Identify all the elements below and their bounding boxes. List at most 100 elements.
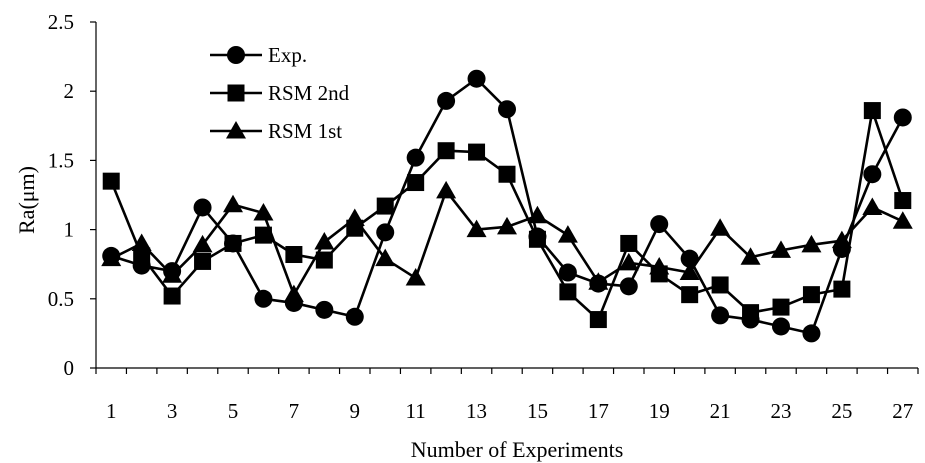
- x-tick-label: 17: [588, 399, 609, 423]
- data-point-rsm-2nd: [498, 165, 516, 183]
- y-tick-label: 1: [64, 218, 75, 242]
- data-point-rsm-1st: [436, 180, 457, 199]
- data-point-rsm-1st: [527, 205, 548, 224]
- legend-marker-rsm-1st: [226, 121, 246, 139]
- data-point-rsm-1st: [314, 232, 335, 250]
- data-point-exp: [711, 306, 730, 325]
- data-point-exp: [254, 289, 273, 308]
- data-point-rsm-2nd: [894, 192, 912, 210]
- data-point-rsm-1st: [771, 240, 791, 258]
- data-point-rsm-1st: [801, 234, 822, 253]
- x-tick-label: 7: [289, 399, 300, 423]
- data-point-rsm-2nd: [528, 230, 546, 248]
- data-point-rsm-2nd: [711, 276, 729, 294]
- data-point-rsm-2nd: [133, 247, 151, 265]
- data-point-rsm-1st: [223, 194, 243, 213]
- data-point-rsm-2nd: [254, 226, 272, 244]
- data-point-rsm-1st: [618, 252, 639, 271]
- y-tick-label: 0: [64, 356, 75, 380]
- legend: Exp. RSM 2nd RSM 1st: [210, 43, 350, 143]
- data-point-rsm-1st: [344, 208, 365, 227]
- x-tick-label: 9: [350, 399, 361, 423]
- legend-item-rsm-1st: RSM 1st: [210, 119, 342, 143]
- data-point-exp: [650, 215, 669, 234]
- data-point-rsm-1st: [283, 284, 304, 303]
- data-point-rsm-2nd: [681, 286, 699, 304]
- x-tick-label: 23: [771, 399, 792, 423]
- data-point-rsm-2nd: [163, 287, 181, 305]
- data-point-rsm-1st: [253, 202, 274, 221]
- y-tick-label: 2: [64, 79, 75, 103]
- x-tick-label: 15: [527, 399, 548, 423]
- data-point-exp: [558, 263, 577, 282]
- data-point-rsm-1st: [101, 248, 122, 267]
- legend-item-exp: Exp.: [210, 43, 307, 67]
- data-point-exp: [863, 165, 882, 184]
- legend-marker-exp: [227, 46, 245, 64]
- y-ticks: 0 0.5 1 1.5 2 2.5: [48, 10, 96, 380]
- x-tick-label: 25: [831, 399, 852, 423]
- x-tick-label: 19: [649, 399, 670, 423]
- y-tick-label: 1.5: [48, 148, 74, 172]
- data-point-exp: [437, 91, 456, 110]
- x-tick-label: 1: [106, 399, 117, 423]
- data-point-exp: [772, 317, 790, 336]
- data-point-rsm-1st: [466, 219, 487, 238]
- data-point-exp: [467, 69, 486, 88]
- data-point-rsm-2nd: [285, 246, 303, 264]
- legend-label: RSM 1st: [268, 119, 342, 143]
- data-point-rsm-1st: [740, 247, 761, 265]
- series-line-rsm-2nd: [110, 109, 905, 321]
- data-point-rsm-2nd: [620, 234, 638, 252]
- series-layer: [101, 69, 913, 343]
- data-point-exp: [619, 277, 638, 296]
- x-tick-label: 3: [167, 399, 178, 423]
- data-point-rsm-2nd: [407, 174, 425, 192]
- data-point-rsm-2nd: [863, 102, 881, 120]
- data-point-rsm-1st: [679, 262, 700, 281]
- data-point-rsm-2nd: [315, 251, 333, 269]
- data-point-rsm-2nd: [102, 172, 120, 190]
- y-axis-title: Ra(μm): [14, 166, 39, 234]
- data-point-exp: [498, 100, 516, 119]
- data-point-rsm-2nd: [468, 143, 486, 161]
- data-point-rsm-1st: [162, 265, 183, 283]
- data-point-rsm-1st: [649, 256, 670, 275]
- data-point-exp: [345, 307, 364, 326]
- legend-marker-rsm-2nd: [227, 84, 245, 102]
- data-point-exp: [680, 249, 699, 268]
- x-axis-title: Number of Experiments: [411, 437, 624, 462]
- data-point-exp: [376, 223, 395, 242]
- data-point-rsm-2nd: [772, 298, 790, 316]
- data-point-rsm-2nd: [742, 304, 760, 322]
- data-point-rsm-1st: [831, 230, 852, 249]
- data-point-rsm-1st: [405, 268, 426, 286]
- x-tick-label: 27: [892, 399, 913, 423]
- x-tick-label: 13: [466, 399, 487, 423]
- data-point-rsm-1st: [862, 197, 883, 215]
- legend-label: Exp.: [268, 43, 307, 67]
- data-point-rsm-2nd: [589, 311, 607, 329]
- data-point-rsm-1st: [497, 216, 517, 235]
- data-point-rsm-2nd: [802, 286, 820, 304]
- data-point-exp: [893, 108, 912, 127]
- legend-item-rsm-2nd: RSM 2nd: [210, 81, 350, 105]
- legend-label: RSM 2nd: [268, 81, 350, 105]
- y-tick-label: 2.5: [48, 10, 74, 34]
- data-point-rsm-1st: [192, 234, 213, 253]
- x-tick-label: 11: [406, 399, 426, 423]
- y-tick-label: 0.5: [48, 287, 74, 311]
- data-point-rsm-2nd: [194, 252, 212, 270]
- series-rsm-1st: [101, 180, 913, 303]
- data-point-rsm-1st: [131, 233, 152, 251]
- data-point-rsm-1st: [557, 225, 578, 243]
- x-tick-label: 21: [710, 399, 731, 423]
- x-tick-label: 5: [228, 399, 239, 423]
- data-point-rsm-2nd: [224, 234, 242, 252]
- data-point-rsm-2nd: [833, 280, 851, 298]
- data-point-rsm-1st: [710, 218, 731, 236]
- data-point-exp: [406, 148, 425, 167]
- data-point-exp: [315, 300, 334, 319]
